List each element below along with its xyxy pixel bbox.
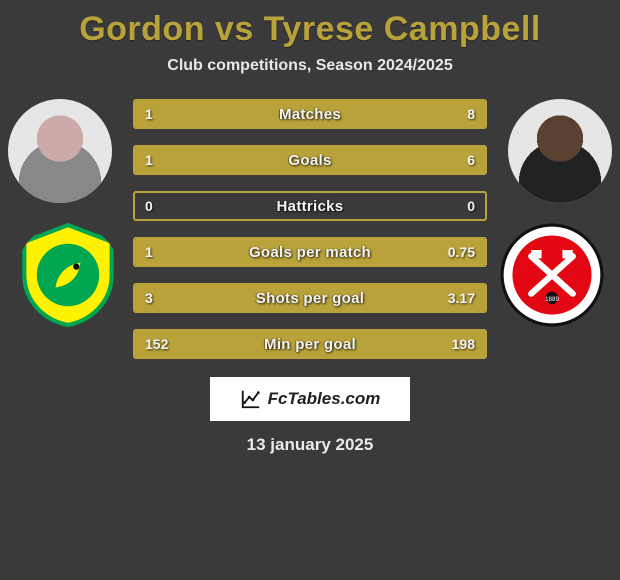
stat-fill-right <box>305 285 485 311</box>
stat-fill-right <box>287 331 485 357</box>
stat-label: Hattricks <box>135 193 485 219</box>
comparison-card: Gordon vs Tyrese Campbell Club competiti… <box>0 0 620 455</box>
player-right-face <box>508 99 612 203</box>
stat-value-right: 0 <box>467 193 475 219</box>
date-text: 13 january 2025 <box>0 435 620 455</box>
player-right-avatar <box>508 99 612 203</box>
sheffield-utd-crest-icon: 1889 <box>500 223 604 327</box>
club-right-crest: 1889 <box>500 223 604 327</box>
stat-row: 33.17Shots per goal <box>133 283 487 313</box>
stat-row: 16Goals <box>133 145 487 175</box>
stat-value-left: 0 <box>145 193 153 219</box>
main-panel: 1889 18Matches 16Goals 0 0Hattricks 10.75Goa… <box>0 99 620 455</box>
subtitle: Club competitions, Season 2024/2025 <box>0 57 620 75</box>
stat-fill-left <box>135 239 335 265</box>
attribution-text: FcTables.com <box>268 389 381 409</box>
stat-fill-left <box>135 285 305 311</box>
norwich-crest-icon <box>16 223 120 327</box>
stat-fill-left <box>135 147 185 173</box>
svg-text:1889: 1889 <box>545 296 559 303</box>
stat-fill-left <box>135 101 174 127</box>
stat-row: 18Matches <box>133 99 487 129</box>
player-left-avatar <box>8 99 112 203</box>
club-left-crest <box>16 223 120 327</box>
attribution-badge: FcTables.com <box>210 377 410 421</box>
stat-row: 10.75Goals per match <box>133 237 487 267</box>
stat-fill-right <box>335 239 485 265</box>
stat-row: 0 0Hattricks <box>133 191 487 221</box>
player-left-face <box>8 99 112 203</box>
stat-fill-right <box>174 101 485 127</box>
stat-row: 152198Min per goal <box>133 329 487 359</box>
stat-fill-right <box>185 147 485 173</box>
stat-rows: 18Matches 16Goals 0 0Hattricks 10.75Goals pe… <box>133 99 487 359</box>
stat-fill-left <box>135 331 287 357</box>
chart-icon <box>240 388 262 410</box>
page-title: Gordon vs Tyrese Campbell <box>0 10 620 49</box>
